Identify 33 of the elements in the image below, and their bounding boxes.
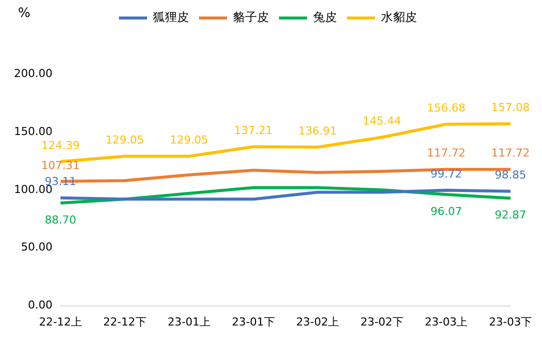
legend-label: 狐狸皮: [153, 10, 189, 24]
x-tick-label: 23-01下: [232, 315, 275, 328]
data-label: 117.72: [491, 146, 530, 160]
data-label: 124.39: [41, 138, 80, 152]
x-tick-label: 22-12下: [103, 315, 146, 328]
data-label: 88.70: [44, 213, 76, 226]
y-tick-label: 150.00: [14, 124, 52, 138]
data-label: 92.87: [494, 208, 526, 222]
data-label: 145.44: [362, 114, 402, 128]
x-tick-label: 22-12上: [39, 315, 82, 328]
x-tick-label: 23-03上: [424, 315, 468, 328]
legend-label: 貉子皮: [233, 10, 269, 24]
data-label: 157.08: [491, 101, 530, 114]
legend-label: 水貂皮: [381, 10, 417, 24]
data-label: 136.91: [298, 124, 337, 138]
data-label: 99.72: [430, 168, 462, 181]
y-tick-label: 50.00: [20, 240, 52, 254]
data-label: 107.31: [41, 158, 80, 172]
y-tick-label: 0.00: [28, 298, 52, 312]
data-label: 129.05: [106, 134, 144, 147]
x-tick-label: 23-01上: [168, 315, 211, 328]
y-tick-label: 200.00: [14, 66, 52, 80]
legend-label: 兔皮: [313, 10, 337, 24]
data-label: 98.85: [494, 168, 526, 182]
data-label: 129.05: [170, 134, 208, 147]
y-axis-title: %: [18, 6, 30, 21]
data-label: 117.72: [426, 146, 466, 160]
x-tick-label: 23-03下: [489, 315, 532, 328]
data-label: 137.21: [234, 124, 273, 138]
x-tick-label: 23-02下: [360, 315, 404, 328]
data-label: 96.07: [430, 204, 462, 218]
x-tick-label: 23-02上: [296, 315, 340, 328]
data-label: 156.68: [426, 102, 466, 115]
